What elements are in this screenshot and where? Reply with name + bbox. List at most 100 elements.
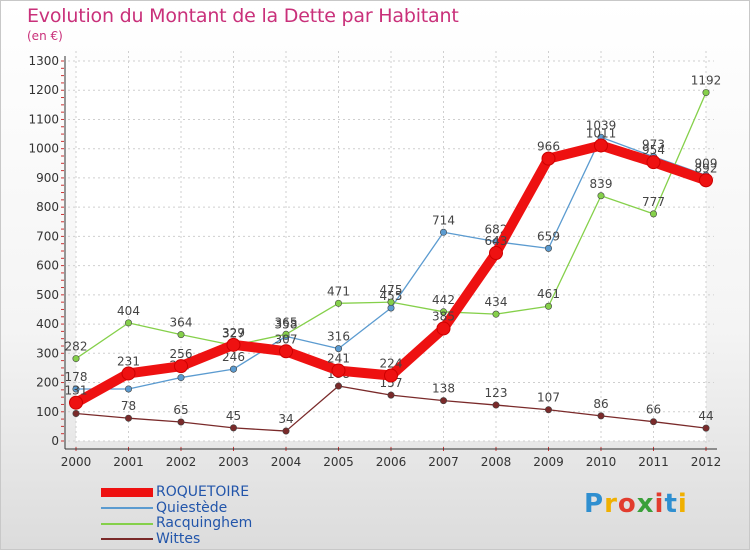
- data-point: [439, 308, 447, 316]
- data-point: [121, 366, 136, 381]
- data-point: [72, 410, 80, 418]
- data-label: 892: [695, 161, 718, 175]
- x-tick-label: 2007: [428, 455, 459, 469]
- data-label: 256: [170, 347, 193, 361]
- y-tick-label: 1000: [28, 142, 59, 156]
- data-label: 455: [380, 289, 403, 303]
- x-tick-label: 2008: [481, 455, 512, 469]
- data-point: [177, 418, 185, 426]
- data-point: [597, 192, 605, 200]
- data-label: 1039: [586, 118, 617, 132]
- data-label: 107: [537, 391, 560, 405]
- legend-swatch: [101, 522, 153, 525]
- data-label: 86: [593, 397, 608, 411]
- data-label: 434: [485, 295, 508, 309]
- data-label: 461: [537, 287, 560, 301]
- data-label: 659: [537, 229, 560, 243]
- data-point: [594, 138, 608, 153]
- data-label: 909: [695, 156, 718, 170]
- data-label: 123: [485, 386, 508, 400]
- legend-swatch: [101, 488, 153, 498]
- legend: ROQUETOIRE Quiestède Racquinghem Wittes: [101, 484, 252, 548]
- legend-item: Racquinghem: [101, 515, 252, 532]
- logo-letter: o: [617, 489, 637, 519]
- data-point: [282, 427, 290, 435]
- data-label: 839: [590, 177, 613, 191]
- y-tick-label: 100: [36, 405, 59, 419]
- data-point: [492, 310, 500, 318]
- data-point: [544, 244, 552, 252]
- data-point: [177, 331, 185, 339]
- data-label: 358: [275, 317, 298, 331]
- data-label: 777: [642, 195, 665, 209]
- data-point: [125, 319, 133, 327]
- data-label: 34: [278, 412, 293, 426]
- x-tick-label: 2000: [61, 455, 92, 469]
- data-point: [125, 385, 133, 393]
- data-point: [69, 395, 83, 410]
- x-tick-label: 2001: [113, 455, 144, 469]
- legend-item: ROQUETOIRE: [101, 484, 252, 501]
- y-tick-label: 600: [36, 259, 59, 273]
- legend-label: Quiestède: [156, 499, 228, 516]
- data-label: 65: [173, 403, 188, 417]
- data-label: 365: [275, 315, 298, 329]
- series-roquetoire: 131 231 256 329 307 241 224 385 643 966 1011 954 892: [65, 126, 718, 410]
- legend-item: Quiestède: [101, 499, 252, 517]
- legend-label: Wittes: [156, 530, 201, 547]
- data-label: 316: [327, 330, 350, 344]
- data-label: 385: [432, 309, 455, 323]
- x-tick-label: 2011: [638, 455, 669, 469]
- data-point: [331, 363, 346, 378]
- data-label: 1192: [691, 74, 722, 88]
- data-label: 178: [65, 370, 88, 384]
- data-point: [177, 374, 185, 382]
- logo-letter: r: [604, 489, 618, 519]
- logo-letter: i: [654, 489, 665, 519]
- data-label: 282: [65, 340, 88, 354]
- y-tick-label: 1100: [28, 112, 59, 126]
- data-point: [334, 299, 342, 307]
- data-label: 966: [537, 140, 560, 154]
- y-tick-label: 300: [36, 346, 59, 360]
- logo-letter: P: [584, 489, 605, 519]
- x-tick-label: 2005: [323, 455, 354, 469]
- data-point: [387, 304, 395, 312]
- series-racquinghem: 282 404 364 327 365 471 475 442 434 461 839 777 1192: [65, 74, 722, 363]
- chart-title: Evolution du Montant de la Dette par Hab…: [27, 5, 459, 27]
- data-label: 329: [222, 326, 245, 340]
- data-point: [279, 344, 293, 359]
- data-point: [544, 302, 552, 310]
- data-label: 138: [432, 382, 455, 396]
- data-label: 643: [485, 234, 508, 248]
- data-point: [230, 365, 238, 373]
- data-point: [387, 391, 395, 399]
- y-tick-label: 200: [36, 376, 59, 390]
- y-tick-label: 700: [36, 229, 59, 243]
- y-tick-label: 1300: [28, 54, 59, 68]
- logo-letter: x: [636, 489, 655, 519]
- chart-subtitle: (en €): [27, 29, 63, 43]
- y-tick-label: 0: [51, 434, 59, 448]
- data-label: 307: [275, 332, 298, 346]
- data-point: [702, 89, 710, 97]
- data-label: 224: [380, 357, 403, 371]
- data-point: [541, 151, 556, 166]
- x-tick-label: 2004: [271, 455, 302, 469]
- data-label: 954: [642, 143, 665, 157]
- data-label: 714: [432, 213, 455, 227]
- data-point: [174, 359, 188, 374]
- data-point: [492, 401, 500, 409]
- legend-swatch: [101, 538, 153, 541]
- data-label: 364: [170, 316, 193, 330]
- data-label: 231: [117, 354, 140, 368]
- data-point: [699, 173, 713, 188]
- x-tick-label: 2012: [691, 455, 722, 469]
- legend-item: Wittes: [101, 530, 252, 548]
- y-tick-label: 500: [36, 288, 59, 302]
- legend-swatch: [101, 507, 153, 510]
- y-tick-label: 400: [36, 317, 59, 331]
- y-tick-label: 900: [36, 171, 59, 185]
- x-tick-label: 2006: [376, 455, 407, 469]
